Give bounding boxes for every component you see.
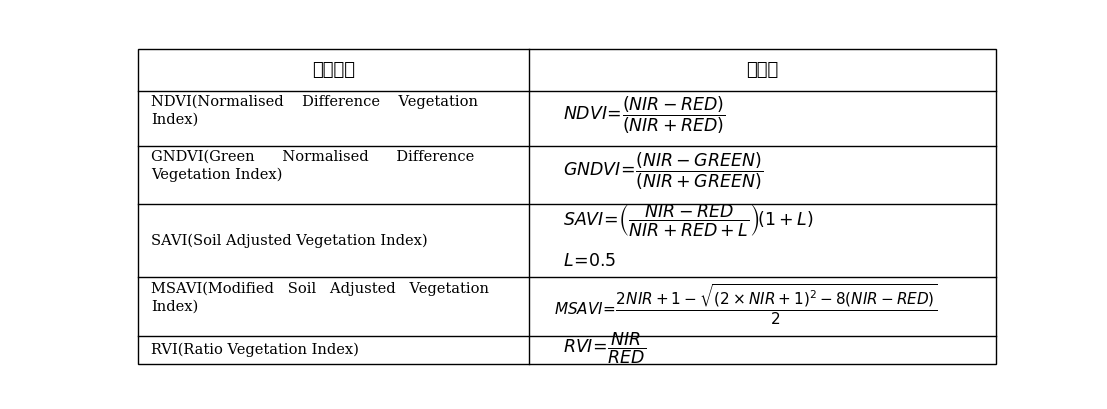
Text: GNDVI(Green      Normalised      Difference: GNDVI(Green Normalised Difference bbox=[152, 150, 475, 164]
Text: $\mathit{MSAVI}\!=\!\dfrac{2\mathit{NIR}+1-\sqrt{(2\times\mathit{NIR}+1)^{2}-8(\: $\mathit{MSAVI}\!=\!\dfrac{2\mathit{NIR}… bbox=[555, 283, 939, 327]
Text: $\mathit{GNDVI}\!=\!\dfrac{(\mathit{NIR}-\mathit{GREEN})}{(\mathit{NIR}+\mathit{: $\mathit{GNDVI}\!=\!\dfrac{(\mathit{NIR}… bbox=[563, 151, 763, 193]
Text: 관계식: 관계식 bbox=[746, 61, 778, 79]
Text: MSAVI(Modified   Soil   Adjusted   Vegetation: MSAVI(Modified Soil Adjusted Vegetation bbox=[152, 281, 489, 296]
Text: $\mathit{L}\!=\!0.5$: $\mathit{L}\!=\!0.5$ bbox=[563, 252, 617, 270]
Text: Vegetation Index): Vegetation Index) bbox=[152, 168, 282, 182]
Text: SAVI(Soil Adjusted Vegetation Index): SAVI(Soil Adjusted Vegetation Index) bbox=[152, 234, 428, 248]
Text: Index): Index) bbox=[152, 299, 198, 313]
Text: 식생지수: 식생지수 bbox=[312, 61, 355, 79]
Text: RVI(Ratio Vegetation Index): RVI(Ratio Vegetation Index) bbox=[152, 343, 359, 357]
Text: $\mathit{SAVI}\!=\!\left(\dfrac{\mathit{NIR}-\mathit{RED}}{\mathit{NIR}+\mathit{: $\mathit{SAVI}\!=\!\left(\dfrac{\mathit{… bbox=[563, 202, 814, 238]
Text: $\mathit{NDVI}\!=\!\dfrac{(\mathit{NIR}-\mathit{RED})}{(\mathit{NIR}+\mathit{RED: $\mathit{NDVI}\!=\!\dfrac{(\mathit{NIR}-… bbox=[563, 94, 725, 136]
Text: $\mathit{RVI}\!=\!\dfrac{\mathit{NIR}}{\mathit{RED}}$: $\mathit{RVI}\!=\!\dfrac{\mathit{NIR}}{\… bbox=[563, 330, 646, 366]
Text: Index): Index) bbox=[152, 113, 198, 127]
Text: NDVI(Normalised    Difference    Vegetation: NDVI(Normalised Difference Vegetation bbox=[152, 94, 478, 109]
